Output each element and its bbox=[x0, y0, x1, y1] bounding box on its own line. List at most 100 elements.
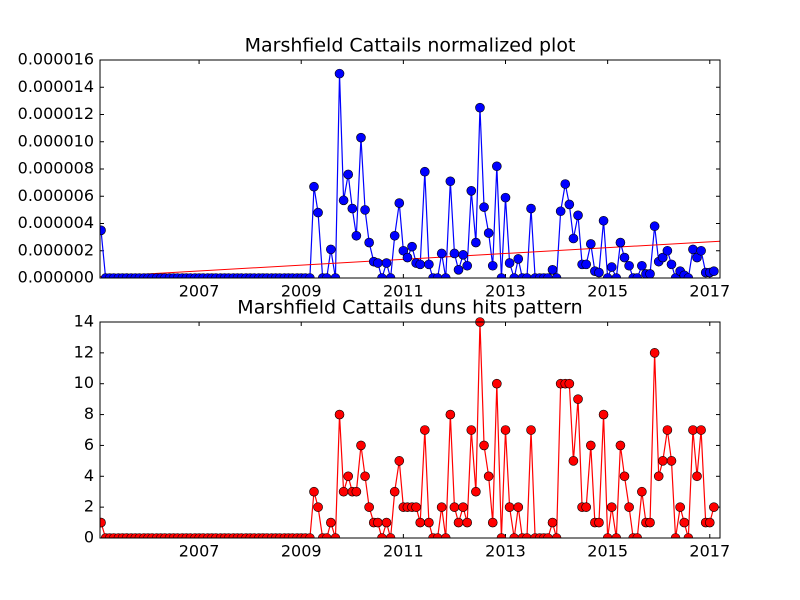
data-point bbox=[547, 517, 558, 528]
axes-frame bbox=[99, 59, 721, 279]
data-point bbox=[440, 273, 451, 278]
data-point bbox=[543, 533, 553, 538]
data-point bbox=[594, 517, 604, 528]
data-point bbox=[432, 273, 443, 278]
data-point bbox=[445, 409, 456, 420]
data-point bbox=[504, 502, 515, 512]
data-point bbox=[458, 502, 468, 512]
data-point bbox=[496, 273, 507, 278]
data-point bbox=[598, 409, 609, 420]
data-point bbox=[100, 517, 106, 528]
data-point bbox=[581, 502, 591, 512]
plot-area bbox=[100, 317, 719, 538]
data-point bbox=[440, 533, 451, 538]
data-point bbox=[500, 425, 511, 435]
data-point bbox=[309, 486, 319, 497]
data-point bbox=[462, 260, 472, 271]
data-point bbox=[611, 273, 622, 278]
data-point bbox=[662, 425, 673, 435]
data-point bbox=[543, 273, 553, 278]
data-point bbox=[343, 471, 354, 482]
data-point bbox=[683, 273, 694, 278]
data-point bbox=[449, 502, 460, 512]
data-point bbox=[658, 456, 668, 466]
x-tick-label: 2015 bbox=[587, 542, 628, 561]
data-point bbox=[683, 533, 694, 538]
chart-title: Marshfield Cattails normalized plot bbox=[245, 35, 576, 57]
data-point bbox=[688, 425, 698, 435]
data-point bbox=[407, 241, 417, 252]
data-point bbox=[649, 221, 660, 232]
data-point bbox=[436, 502, 447, 512]
data-point bbox=[351, 230, 362, 241]
data-point bbox=[471, 237, 481, 248]
y-tick-label: 0 bbox=[84, 528, 94, 547]
data-point bbox=[356, 440, 366, 451]
data-point bbox=[513, 254, 524, 264]
data-point bbox=[632, 533, 643, 538]
data-point bbox=[305, 273, 315, 278]
data-point bbox=[343, 169, 354, 180]
data-point bbox=[475, 102, 485, 113]
data-point bbox=[692, 471, 702, 482]
data-point bbox=[453, 265, 464, 275]
data-point bbox=[602, 533, 613, 538]
data-point bbox=[330, 273, 341, 278]
data-point bbox=[351, 486, 362, 497]
x-tick-label: 2015 bbox=[587, 282, 628, 301]
y-tick-label: 12 bbox=[74, 342, 94, 361]
y-tick-label: 4 bbox=[84, 466, 94, 485]
data-point bbox=[309, 181, 319, 192]
data-point bbox=[568, 456, 579, 466]
data-point bbox=[487, 517, 498, 528]
data-point bbox=[513, 502, 524, 512]
data-point bbox=[420, 425, 430, 435]
data-point bbox=[649, 348, 660, 358]
y-tick-label: 0.000002 bbox=[18, 240, 94, 259]
data-point bbox=[709, 266, 719, 276]
data-point bbox=[615, 440, 626, 451]
data-point bbox=[313, 207, 323, 218]
data-point bbox=[611, 533, 622, 538]
data-point bbox=[624, 260, 634, 271]
data-point bbox=[666, 456, 677, 466]
x-tick-label: 2017 bbox=[689, 282, 730, 301]
data-point bbox=[564, 199, 575, 210]
data-point bbox=[666, 259, 677, 270]
data-point bbox=[100, 225, 106, 236]
data-point bbox=[334, 68, 345, 79]
x-tick-label: 2007 bbox=[179, 542, 220, 561]
data-point bbox=[462, 517, 472, 528]
data-point bbox=[526, 425, 536, 435]
x-tick-label: 2013 bbox=[485, 542, 526, 561]
data-point bbox=[385, 273, 396, 278]
data-point bbox=[585, 239, 596, 249]
data-point bbox=[381, 517, 392, 528]
y-tick-label: 14 bbox=[74, 312, 94, 331]
data-point bbox=[471, 486, 481, 497]
data-point bbox=[619, 471, 630, 482]
y-tick-label: 6 bbox=[84, 435, 94, 454]
data-point bbox=[555, 206, 566, 217]
data-point bbox=[645, 269, 655, 278]
data-point bbox=[402, 252, 413, 263]
data-point bbox=[509, 273, 519, 278]
data-point bbox=[602, 273, 613, 278]
data-point bbox=[360, 205, 370, 215]
data-point bbox=[492, 161, 502, 172]
data-point bbox=[305, 533, 315, 538]
y-tick-label: 0.000012 bbox=[18, 104, 94, 123]
x-tick-label: 2007 bbox=[179, 282, 220, 301]
data-point bbox=[598, 215, 609, 226]
y-tick-label: 0.000006 bbox=[18, 186, 94, 205]
y-tick-label: 0.000004 bbox=[18, 213, 94, 232]
data-point bbox=[394, 456, 405, 466]
data-point bbox=[449, 248, 460, 259]
data-point bbox=[479, 440, 489, 451]
data-point bbox=[334, 409, 345, 420]
data-point bbox=[479, 202, 489, 212]
plot-area bbox=[100, 68, 720, 278]
data-point bbox=[509, 533, 519, 538]
data-point bbox=[504, 258, 515, 268]
